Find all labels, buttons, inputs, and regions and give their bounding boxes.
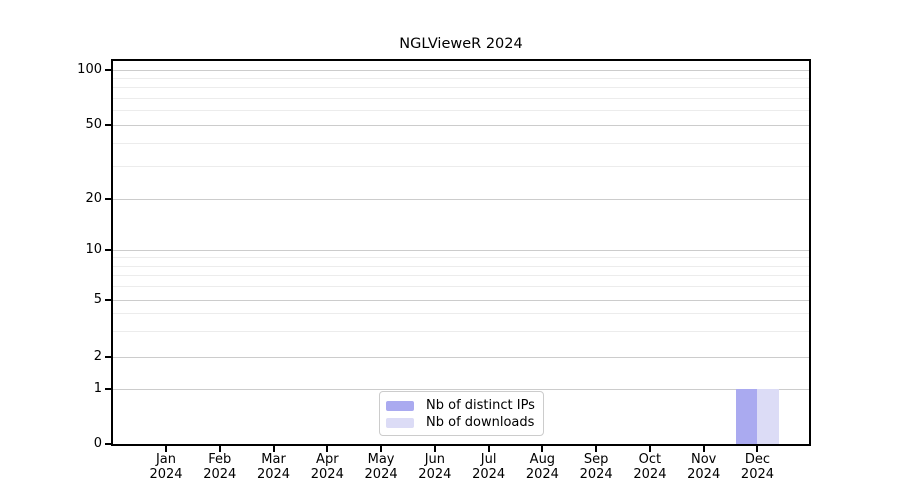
x-axis-tick xyxy=(595,446,598,452)
minor-gridline xyxy=(113,165,809,167)
bar-downloads xyxy=(757,389,779,444)
y-axis-tick xyxy=(105,249,111,251)
x-tick-label: May 2024 xyxy=(364,452,398,482)
chart-legend: Nb of distinct IPs Nb of downloads xyxy=(379,391,544,436)
minor-gridline xyxy=(113,331,809,333)
major-gridline xyxy=(113,69,809,71)
x-axis-tick xyxy=(165,446,167,452)
minor-gridline xyxy=(113,110,809,112)
major-gridline xyxy=(113,124,809,126)
x-tick-label: Mar 2024 xyxy=(256,452,291,482)
major-gridline xyxy=(113,249,809,251)
minor-gridline xyxy=(113,142,809,144)
minor-gridline xyxy=(113,257,809,259)
chart-title: NGLVieweR 2024 xyxy=(399,36,523,52)
major-gridline xyxy=(113,299,809,301)
y-axis-tick xyxy=(105,443,111,445)
legend-item-downloads: Nb of downloads xyxy=(386,414,535,431)
legend-label-downloads: Nb of downloads xyxy=(426,415,535,430)
major-gridline xyxy=(113,198,809,200)
y-tick-label: 10 xyxy=(85,242,102,257)
x-axis-tick xyxy=(541,446,544,452)
minor-gridline xyxy=(113,265,809,267)
plot-bottom-spine xyxy=(111,444,811,446)
y-axis-tick xyxy=(105,198,111,200)
legend-swatch-distinct-ips xyxy=(386,400,414,411)
y-tick-label: 5 xyxy=(93,292,102,307)
x-axis-tick xyxy=(487,446,490,452)
x-axis-tick xyxy=(756,446,759,452)
minor-gridline xyxy=(113,77,809,79)
x-tick-label: Dec 2024 xyxy=(740,452,775,482)
y-axis-tick xyxy=(105,69,111,71)
x-tick-label: Feb 2024 xyxy=(203,452,237,482)
plot-top-spine xyxy=(111,59,811,61)
legend-swatch-downloads xyxy=(386,417,414,428)
y-axis-tick xyxy=(105,388,111,390)
y-tick-label: 50 xyxy=(85,117,102,132)
legend-label-distinct-ips: Nb of distinct IPs xyxy=(426,398,535,413)
x-tick-label: Jan 2024 xyxy=(149,452,183,482)
major-gridline xyxy=(113,356,809,358)
x-axis-tick xyxy=(272,446,275,452)
legend-item-distinct-ips: Nb of distinct IPs xyxy=(386,397,535,414)
x-tick-label: Aug 2024 xyxy=(525,452,559,482)
x-axis-tick xyxy=(702,446,705,452)
plot-left-spine xyxy=(111,59,113,446)
major-gridline xyxy=(113,388,809,390)
x-tick-label: Sep 2024 xyxy=(579,452,613,482)
minor-gridline xyxy=(113,275,809,277)
x-tick-label: Nov 2024 xyxy=(687,452,721,482)
minor-gridline xyxy=(113,87,809,89)
y-axis-tick xyxy=(105,124,111,126)
y-tick-label: 0 xyxy=(93,436,102,451)
y-tick-label: 2 xyxy=(93,349,102,364)
x-axis-tick xyxy=(218,446,221,452)
y-axis-tick xyxy=(105,299,111,301)
x-axis-tick xyxy=(433,446,436,452)
x-tick-label: Apr 2024 xyxy=(310,452,344,482)
plot-right-spine xyxy=(809,59,811,446)
x-tick-label: Oct 2024 xyxy=(633,452,667,482)
y-tick-label: 1 xyxy=(93,381,102,396)
x-axis-tick xyxy=(380,446,383,452)
minor-gridline xyxy=(113,286,809,288)
y-tick-label: 20 xyxy=(85,191,102,206)
minor-gridline xyxy=(113,97,809,99)
x-axis-tick xyxy=(648,446,651,452)
minor-gridline xyxy=(113,313,809,315)
x-tick-label: Jul 2024 xyxy=(472,452,506,482)
y-axis-tick xyxy=(105,356,111,358)
bar-distinct-ips xyxy=(735,389,758,444)
y-tick-label: 100 xyxy=(77,62,102,77)
x-tick-label: Jun 2024 xyxy=(418,452,452,482)
x-axis-tick xyxy=(326,446,329,452)
